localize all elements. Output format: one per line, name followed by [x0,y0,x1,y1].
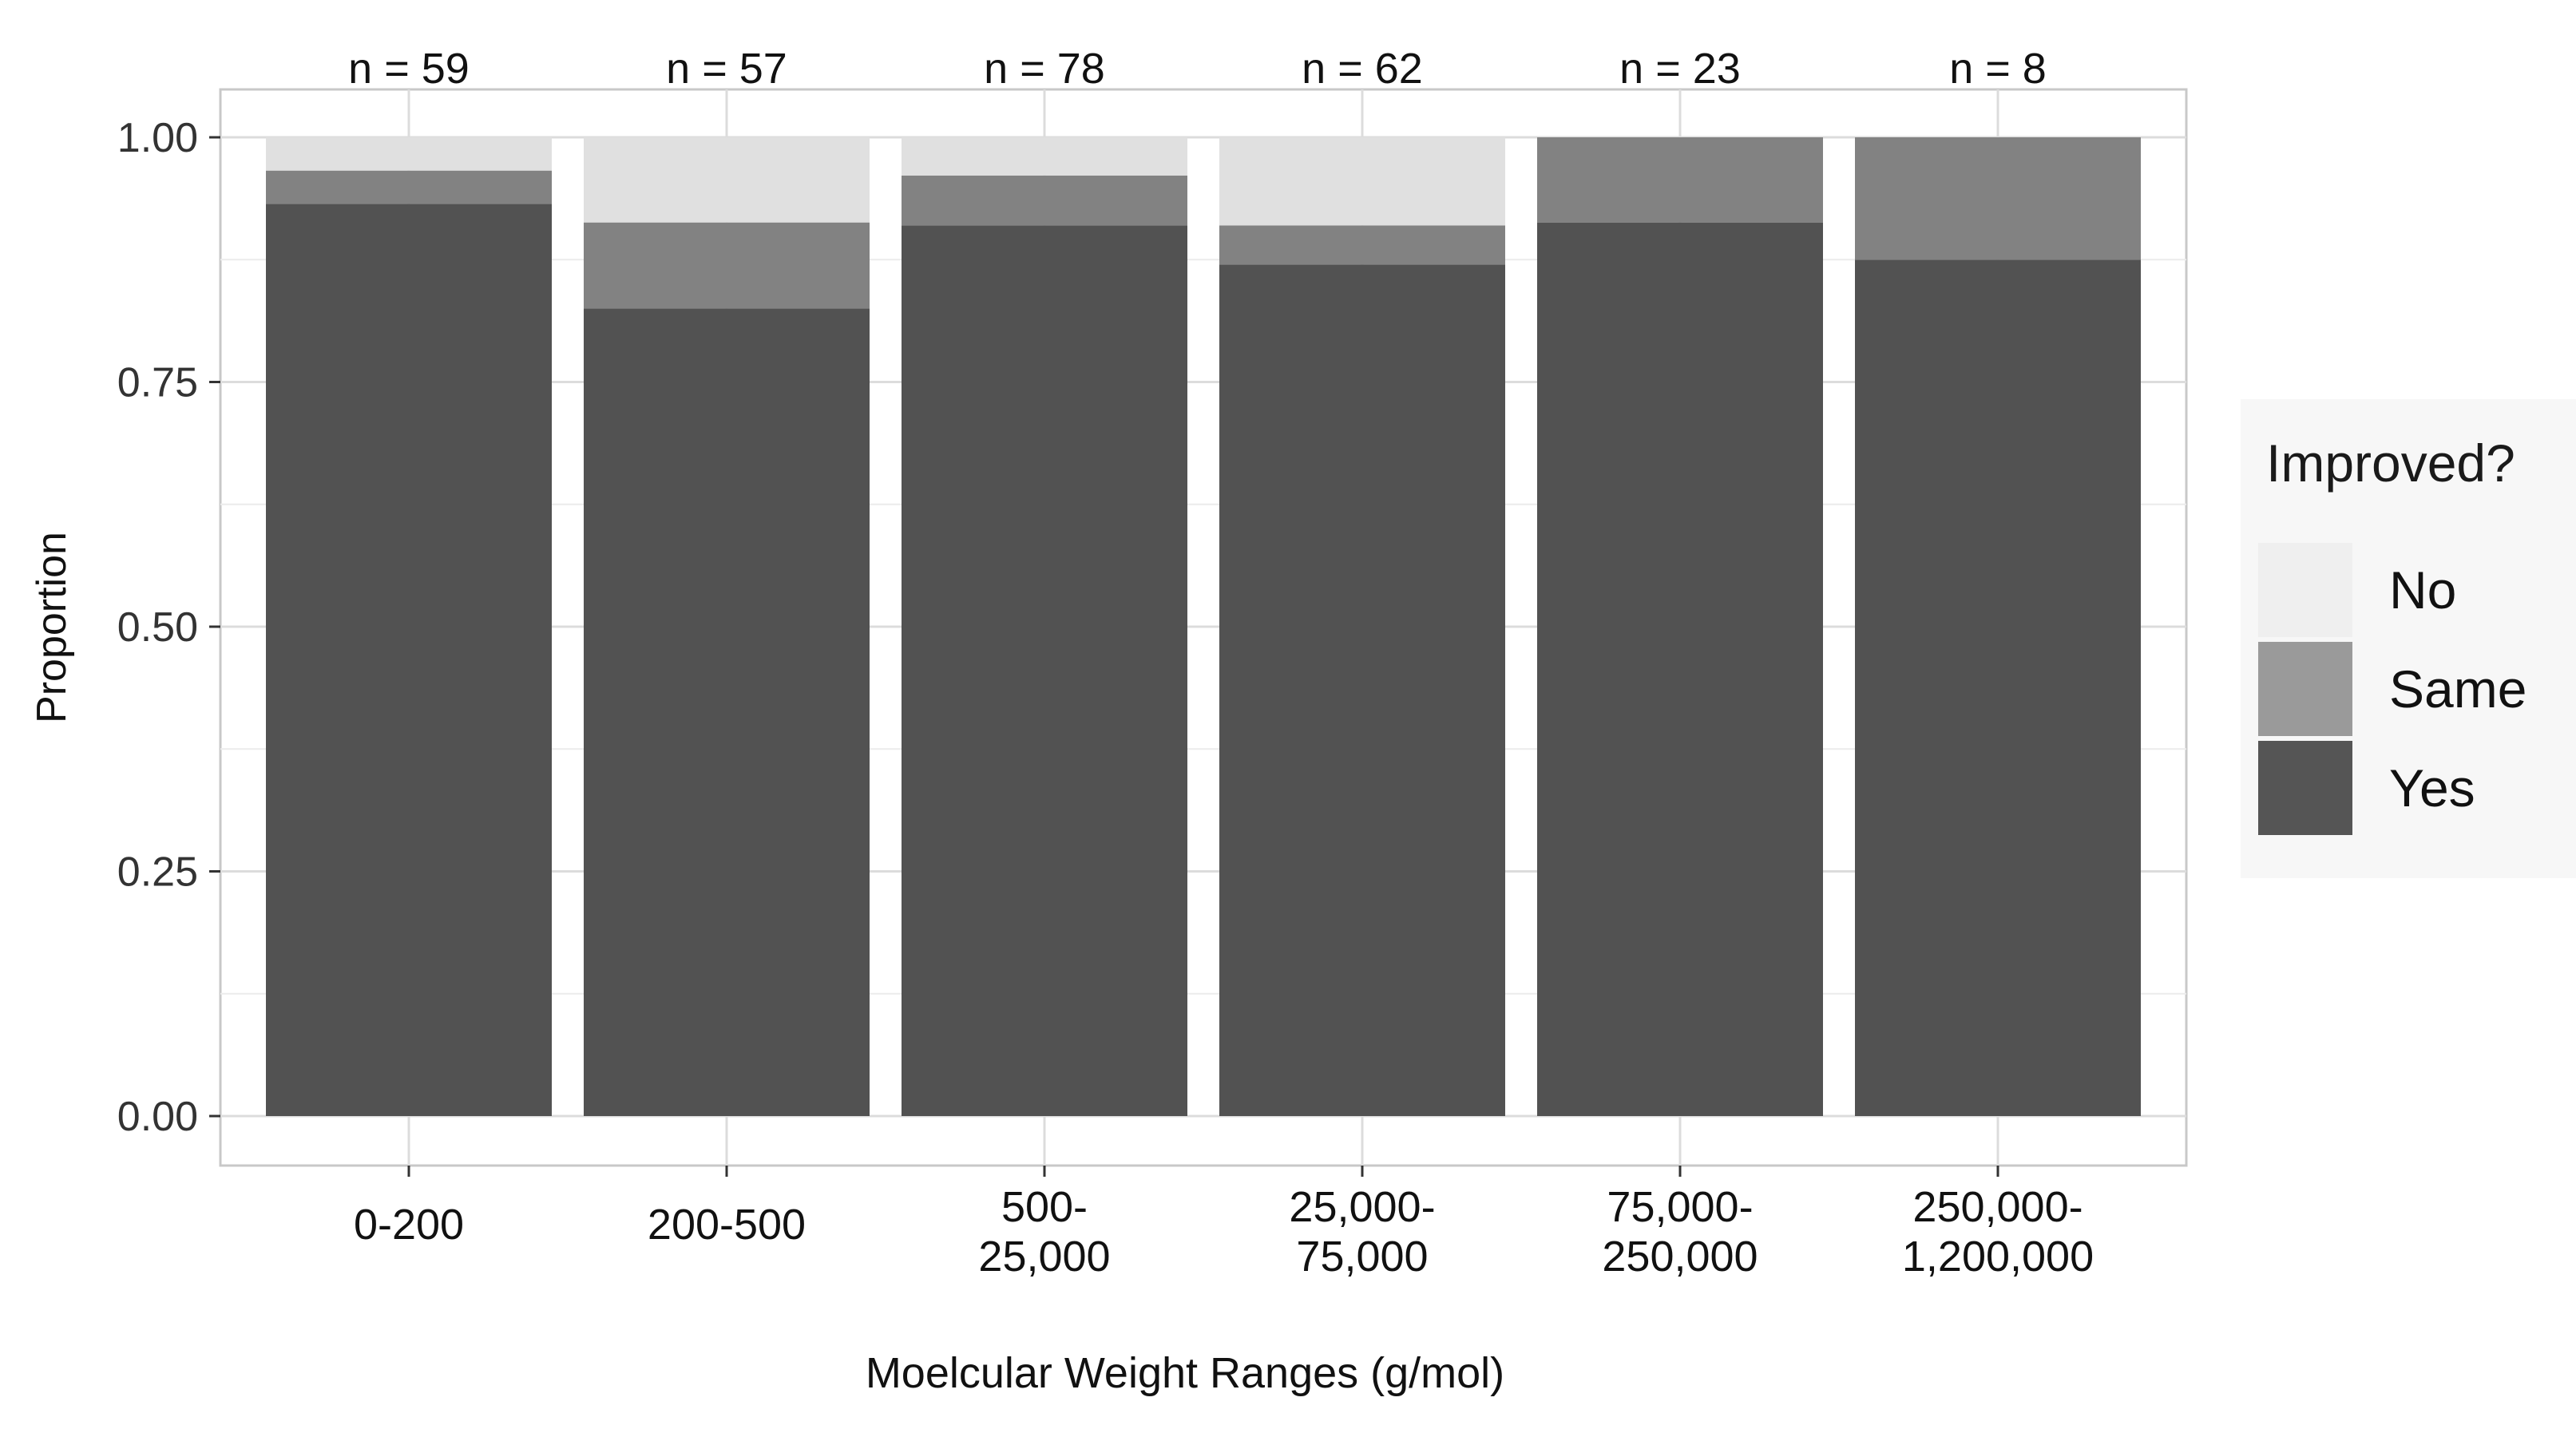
count-label: n = 8 [1949,45,2047,93]
legend-key-same [2258,642,2352,736]
x-tick-label: 25,000-75,000 [1289,1183,1435,1281]
legend-key-no [2258,543,2352,637]
x-tick-label-line: 250,000 [1602,1233,1758,1281]
bar-no-2 [902,137,1187,176]
bars [266,137,2141,1117]
x-tick-label-line: 25,000- [1289,1183,1435,1231]
bar-no-0 [266,137,552,171]
y-tick-label: 1.00 [117,115,198,161]
legend-label-same: Same [2389,659,2527,718]
legend-key-yes [2258,741,2352,835]
x-tick-label: 250,000-1,200,000 [1902,1183,2094,1281]
bar-same-1 [584,222,870,309]
bar-yes-4 [1537,222,1823,1116]
count-label: n = 23 [1619,45,1741,93]
x-tick-label-line: 250,000- [1912,1183,2083,1231]
bar-same-3 [1219,225,1505,265]
bar-yes-5 [1855,259,2141,1116]
x-tick-label-line: 75,000- [1607,1183,1753,1231]
x-tick-label: 200-500 [648,1201,806,1249]
y-tick-label: 0.75 [117,360,198,406]
x-axis-title: Moelcular Weight Ranges (g/mol) [866,1349,1504,1397]
y-tick-label: 0.00 [117,1094,198,1140]
bar-same-5 [1855,137,2141,260]
y-tick-label: 0.50 [117,604,198,651]
x-tick-label: 75,000-250,000 [1602,1183,1758,1281]
bar-yes-1 [584,308,870,1116]
axes: n = 59 n = 57 n = 78 n = 62 n = 23 n = 8 0.00 0… [117,45,2094,1281]
count-label: n = 57 [666,45,787,93]
legend-label-yes: Yes [2389,758,2475,817]
bar-no-3 [1219,137,1505,226]
bar-same-0 [266,170,552,204]
count-label: n = 62 [1302,45,1423,93]
x-tick-label-line: 1,200,000 [1902,1233,2094,1281]
x-tick-label-line: 200-500 [648,1201,806,1249]
legend: Improved? No Same Yes [2241,399,2576,878]
y-axis-title: Proportion [29,532,75,723]
count-label: n = 59 [348,45,470,93]
x-tick-label-line: 500- [1001,1183,1088,1231]
bar-yes-2 [902,225,1187,1117]
legend-label-no: No [2389,560,2457,619]
bar-yes-3 [1219,264,1505,1116]
x-tick-label-line: 75,000 [1296,1233,1428,1281]
x-tick-label-line: 0-200 [354,1201,464,1249]
x-tick-label: 0-200 [354,1201,464,1249]
x-tick-label: 500-25,000 [978,1183,1110,1281]
legend-title: Improved? [2266,433,2515,493]
x-tick-label-line: 25,000 [978,1233,1110,1281]
count-label: n = 78 [984,45,1105,93]
bar-same-2 [902,175,1187,226]
bar-same-4 [1537,137,1823,223]
bar-yes-0 [266,204,552,1116]
bar-no-1 [584,137,870,223]
y-tick-label: 0.25 [117,849,198,896]
